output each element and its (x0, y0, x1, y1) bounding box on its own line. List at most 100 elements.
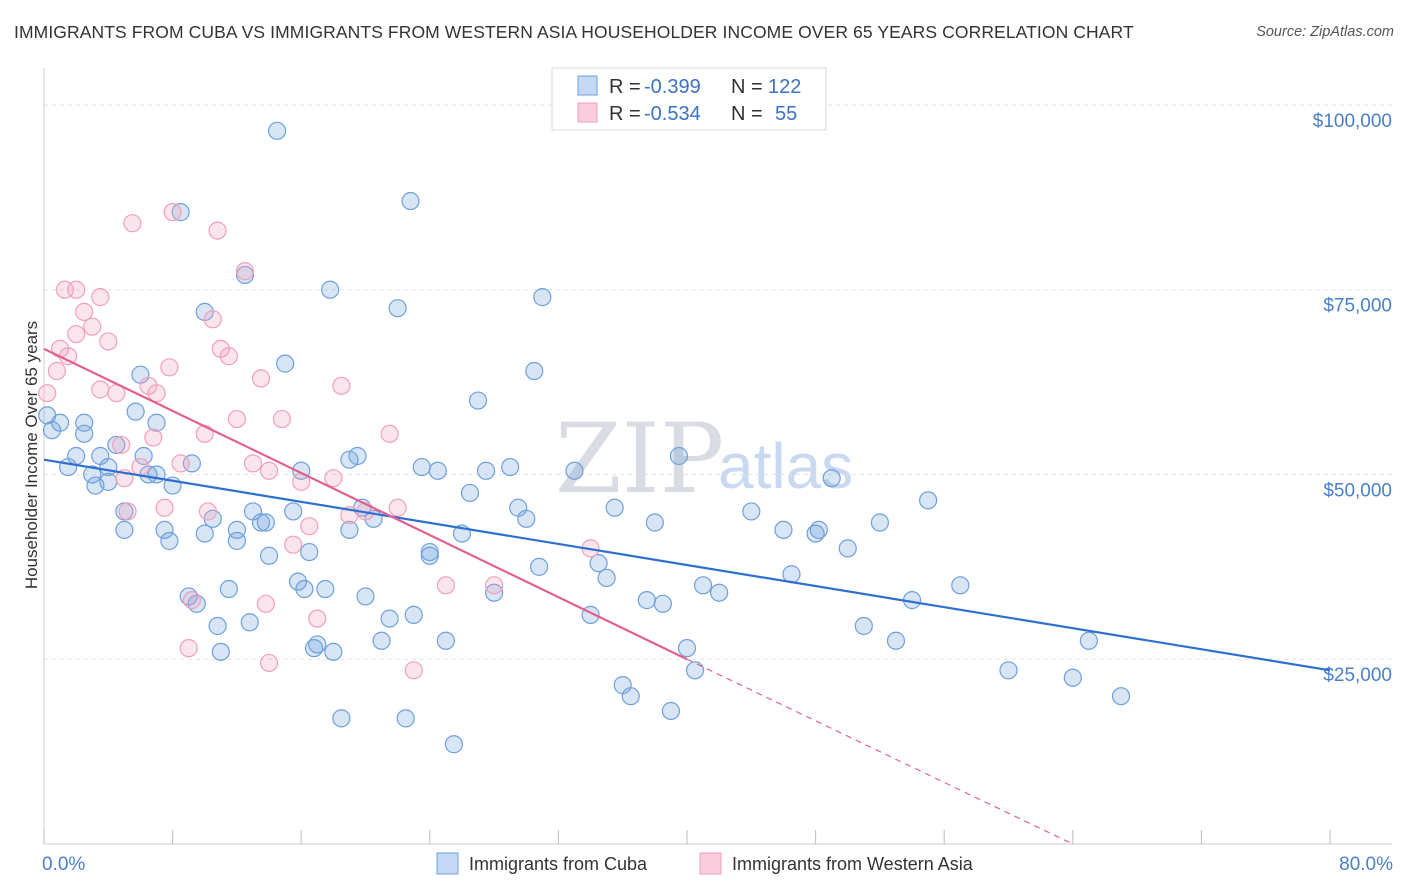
point-western-asia-37 (256, 594, 275, 613)
point-western-asia-20 (147, 384, 166, 403)
point-cuba-87 (597, 568, 616, 588)
legend-swatch-cuba (577, 75, 598, 96)
point-western-asia-10 (91, 380, 110, 399)
chart-title: IMMIGRANTS FROM CUBA VS IMMIGRANTS FROM … (14, 22, 1134, 42)
point-western-asia-24 (171, 454, 190, 473)
point-western-asia-29 (203, 310, 222, 329)
point-cuba-33 (219, 579, 238, 599)
point-cuba-48 (300, 542, 319, 562)
point-cuba-20 (147, 413, 166, 432)
legend-r-value-western-asia: -0.534 (644, 103, 701, 125)
legend-n-label-western-asia: N = (731, 103, 763, 125)
y-tick-label-0: $25,000 (1323, 665, 1392, 686)
point-cuba-31 (208, 616, 227, 636)
point-cuba-7 (83, 465, 102, 484)
point-cuba-37 (240, 613, 259, 632)
point-cuba-11 (99, 457, 118, 477)
point-western-asia-38 (259, 653, 279, 673)
point-cuba-72 (444, 735, 464, 754)
point-cuba-39 (251, 513, 271, 532)
point-cuba-74 (460, 483, 480, 503)
point-cuba-93 (653, 594, 672, 613)
x-tick-label-1: 80.0% (1339, 854, 1393, 875)
legend-r-label-cuba: R = (609, 76, 641, 98)
point-western-asia-40 (272, 409, 292, 429)
point-western-asia-46 (332, 376, 351, 395)
point-cuba-100 (742, 502, 761, 521)
axes (43, 68, 1392, 845)
point-western-asia-30 (208, 221, 227, 240)
point-cuba-99 (710, 583, 729, 602)
point-cuba-105 (822, 469, 841, 488)
point-cuba-35 (227, 531, 246, 551)
point-western-asia-13 (112, 435, 131, 455)
point-western-asia-19 (144, 428, 163, 447)
point-cuba-88 (605, 498, 624, 517)
point-cuba-40 (256, 513, 275, 532)
point-western-asia-53 (485, 576, 504, 595)
point-cuba-106 (838, 539, 857, 558)
point-western-asia-23 (163, 203, 182, 222)
point-cuba-41 (259, 546, 279, 565)
point-cuba-101 (774, 520, 793, 540)
point-cuba-104 (809, 520, 828, 540)
watermark-zip: ZIP (555, 403, 724, 515)
point-cuba-77 (485, 583, 504, 602)
point-cuba-21 (155, 520, 174, 540)
point-cuba-19 (147, 465, 166, 484)
watermark: ZIP atlas (555, 403, 853, 515)
legend-n-value-western-asia: 55 (775, 103, 797, 125)
point-western-asia-44 (308, 609, 327, 628)
trend-line-cuba (43, 458, 1331, 672)
point-cuba-14 (115, 520, 134, 540)
point-cuba-98 (693, 576, 713, 595)
point-western-asia-5 (67, 280, 86, 299)
point-cuba-12 (107, 435, 126, 455)
point-cuba-29 (195, 524, 214, 543)
legend-stats: R = -0.399 N = 122 R = -0.534 N = 55 (551, 67, 827, 131)
point-western-asia-9 (91, 288, 110, 307)
point-cuba-113 (999, 661, 1018, 680)
point-cuba-15 (126, 402, 145, 421)
point-cuba-116 (1111, 687, 1131, 706)
point-western-asia-27 (195, 424, 214, 443)
point-cuba-70 (428, 461, 447, 480)
point-western-asia-39 (259, 461, 279, 480)
series-western-asia-points (38, 203, 600, 680)
point-cuba-91 (637, 591, 656, 610)
point-cuba-82 (530, 557, 549, 576)
watermark-atlas: atlas (718, 430, 853, 502)
point-cuba-6 (75, 413, 94, 432)
point-cuba-96 (677, 639, 697, 658)
series-cuba-points (38, 121, 1131, 754)
point-cuba-4 (67, 446, 86, 466)
legend-series: Immigrants from Cuba Immigrants from Wes… (436, 852, 974, 875)
point-cuba-32 (211, 642, 230, 661)
point-cuba-66 (404, 605, 423, 624)
point-cuba-114 (1063, 668, 1082, 687)
point-cuba-42 (267, 121, 287, 140)
point-cuba-47 (295, 579, 314, 599)
point-cuba-112 (951, 576, 970, 595)
point-cuba-45 (288, 572, 308, 591)
point-cuba-56 (340, 520, 359, 540)
point-cuba-63 (388, 299, 407, 318)
point-cuba-94 (661, 701, 681, 721)
point-cuba-51 (316, 579, 335, 599)
legend-n-label-cuba: N = (731, 76, 763, 98)
point-western-asia-32 (219, 347, 238, 366)
point-western-asia-45 (324, 469, 343, 488)
legend-swatch-cuba-bottom (436, 852, 459, 875)
point-cuba-2 (50, 413, 70, 432)
point-cuba-61 (372, 631, 391, 650)
trend-extension-western-asia (686, 658, 1074, 845)
point-cuba-81 (525, 361, 544, 381)
point-western-asia-49 (380, 424, 399, 443)
point-western-asia-16 (123, 214, 142, 233)
x-tick-label-0: 0.0% (42, 854, 85, 875)
point-cuba-84 (565, 461, 584, 480)
point-cuba-22 (160, 531, 179, 551)
point-cuba-115 (1079, 631, 1098, 650)
point-cuba-107 (854, 616, 873, 636)
point-cuba-71 (436, 631, 455, 650)
